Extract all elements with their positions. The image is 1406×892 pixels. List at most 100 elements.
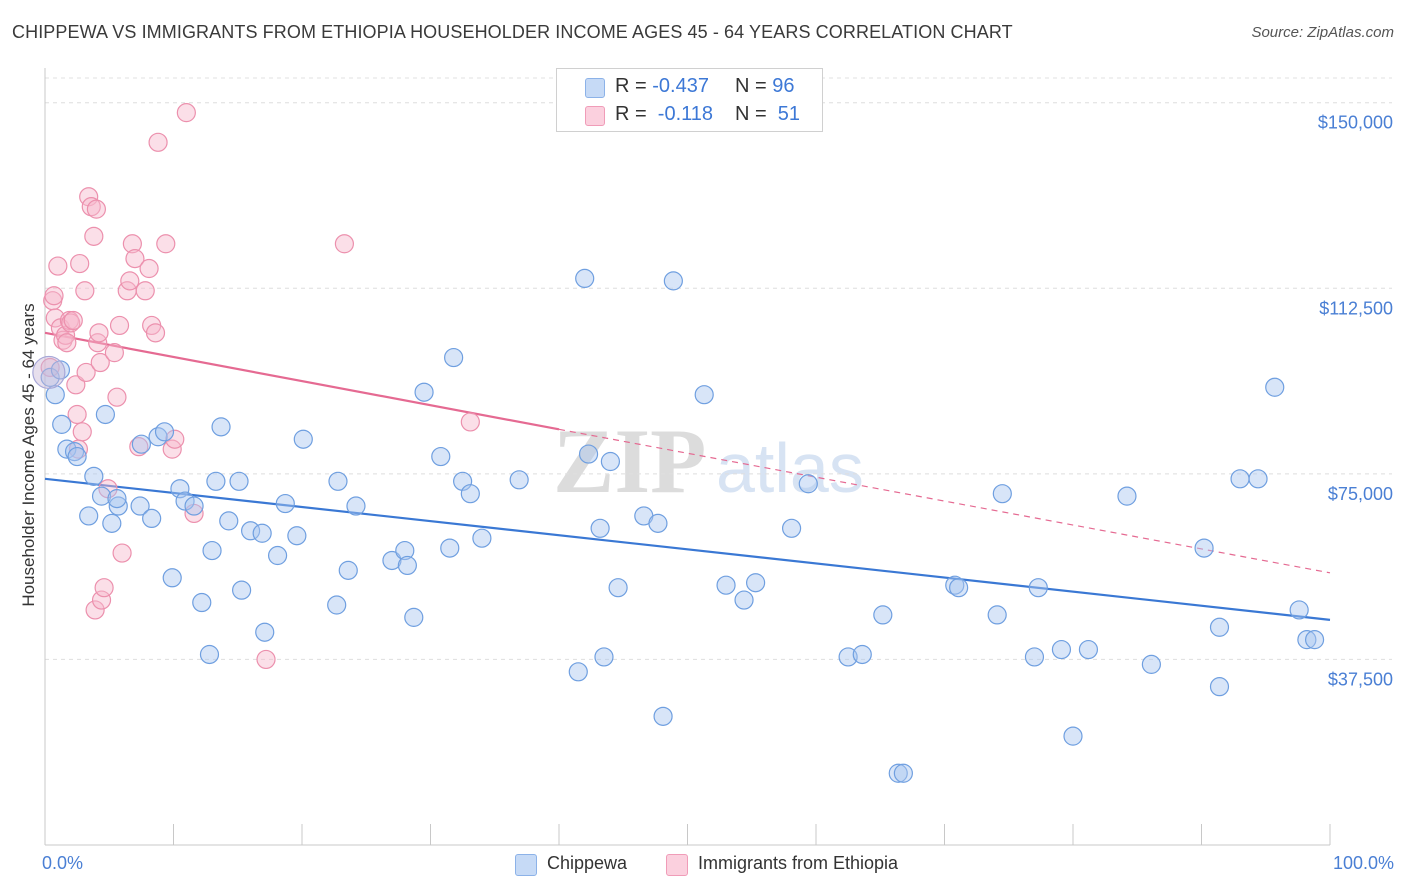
point-immigrants-from-ethiopia — [94, 578, 114, 598]
point-chippewa — [949, 578, 969, 598]
watermark-atlas: atlas — [716, 429, 864, 507]
point-chippewa — [781, 518, 802, 538]
point-chippewa — [472, 528, 492, 548]
point-chippewa — [1024, 647, 1045, 667]
point-immigrants-from-ethiopia — [63, 310, 83, 331]
point-chippewa — [346, 496, 366, 516]
point-chippewa — [1230, 469, 1250, 489]
legend-swatch-ethiopia — [585, 106, 605, 126]
point-chippewa — [275, 493, 295, 514]
point-chippewa — [600, 451, 621, 472]
legend-r-value: -0.437 — [652, 75, 709, 97]
point-chippewa — [1078, 639, 1099, 660]
watermark-zip: ZIP — [553, 410, 706, 512]
point-chippewa — [1297, 630, 1317, 650]
point-chippewa — [45, 385, 65, 405]
point-chippewa — [142, 508, 162, 529]
point-immigrants-from-ethiopia — [112, 543, 132, 563]
point-immigrants-from-ethiopia — [139, 258, 159, 279]
point-chippewa — [328, 471, 348, 491]
point-chippewa — [987, 605, 1007, 625]
point-immigrants-from-ethiopia — [84, 226, 104, 246]
legend-swatch-chippewa — [585, 78, 605, 98]
point-chippewa — [1209, 617, 1230, 637]
point-immigrants-from-ethiopia — [145, 323, 166, 343]
point-chippewa — [663, 271, 683, 291]
point-immigrants-from-ethiopia — [135, 281, 155, 301]
point-chippewa — [404, 607, 424, 627]
legend-r-value: -0.118 — [652, 103, 714, 125]
point-chippewa — [192, 592, 212, 613]
point-chippewa — [102, 513, 122, 533]
point-chippewa — [852, 644, 872, 665]
point-chippewa — [608, 578, 628, 598]
point-chippewa — [653, 706, 673, 726]
point-chippewa — [255, 622, 275, 642]
point-chippewa — [131, 434, 151, 454]
source-label: Source: ZipAtlas.com — [1251, 24, 1394, 41]
point-immigrants-from-ethiopia — [107, 387, 127, 407]
chart-title: CHIPPEWA VS IMMIGRANTS FROM ETHIOPIA HOU… — [12, 22, 1013, 42]
point-chippewa — [57, 439, 77, 459]
point-chippewa — [232, 580, 252, 600]
point-chippewa — [893, 763, 913, 783]
trend-line-chippewa — [44, 477, 1331, 621]
point-chippewa — [1265, 377, 1285, 397]
point-chippewa — [184, 496, 204, 516]
point-chippewa — [211, 417, 231, 437]
point-immigrants-from-ethiopia — [89, 323, 109, 343]
point-chippewa — [229, 471, 249, 491]
point-immigrants-from-ethiopia — [256, 649, 276, 670]
point-immigrants-from-ethiopia — [91, 590, 112, 610]
point-chippewa — [444, 347, 464, 368]
point-chippewa — [1051, 639, 1072, 660]
legend-row-ethiopia: R = -0.118 N = 51 — [557, 100, 822, 130]
point-chippewa — [414, 382, 434, 402]
point-immigrants-from-ethiopia — [55, 325, 76, 345]
x-tick-label-max: 100.0% — [1333, 853, 1394, 873]
legend-n-label: N = — [735, 103, 773, 125]
point-chippewa — [287, 526, 307, 546]
point-chippewa — [509, 470, 529, 490]
axes — [44, 68, 1331, 846]
point-immigrants-from-ethiopia — [76, 362, 96, 383]
point-chippewa — [1117, 486, 1137, 506]
point-chippewa — [206, 471, 226, 491]
point-chippewa — [40, 367, 60, 387]
point-chippewa — [130, 496, 150, 516]
point-chippewa — [1304, 630, 1325, 650]
point-chippewa — [199, 644, 220, 665]
point-chippewa — [694, 385, 714, 405]
point-chippewa — [148, 427, 168, 447]
point-chippewa — [67, 446, 87, 467]
point-chippewa — [267, 545, 288, 566]
legend-swatch-chippewa — [515, 854, 537, 876]
point-chippewa — [1141, 654, 1161, 674]
point-chippewa — [170, 479, 190, 499]
point-immigrants-from-ethiopia — [85, 600, 105, 620]
point-chippewa — [175, 491, 195, 511]
point-immigrants-from-ethiopia — [334, 234, 355, 254]
y-tick-labels: $37,500 $75,000 $112,500 $150,000 — [1318, 113, 1393, 690]
point-chippewa — [578, 444, 599, 464]
legend-swatch-ethiopia — [666, 854, 688, 876]
point-chippewa — [1209, 677, 1230, 697]
point-immigrants-from-ethiopia — [120, 271, 140, 291]
point-chippewa — [888, 763, 908, 783]
point-immigrants-from-ethiopia — [148, 132, 168, 152]
point-chippewa — [162, 568, 182, 588]
legend-n-label: N = — [735, 75, 773, 97]
point-chippewa — [838, 647, 858, 667]
point-chippewa — [575, 268, 595, 289]
point-chippewa — [397, 555, 417, 576]
point-immigrants-from-ethiopia — [75, 281, 95, 301]
legend-label-ethiopia: Immigrants from Ethiopia — [698, 853, 899, 873]
x-tick-labels: 0.0% 100.0% — [42, 853, 1394, 873]
point-chippewa — [440, 538, 460, 558]
point-chippewa — [52, 414, 72, 434]
point-immigrants-from-ethiopia — [176, 103, 196, 123]
point-immigrants-from-ethiopia — [72, 422, 92, 442]
point-immigrants-from-ethiopia — [70, 253, 90, 274]
point-chippewa — [1194, 538, 1214, 558]
